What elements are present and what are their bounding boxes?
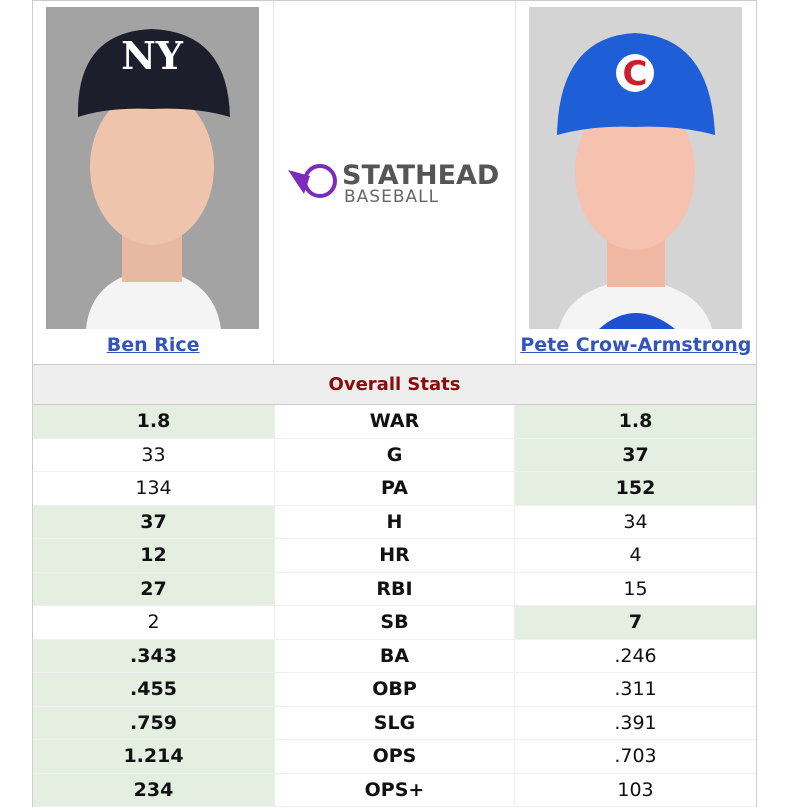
logo-column: STATHEAD BASEBALL — [273, 1, 514, 364]
right-value: .703 — [515, 740, 756, 774]
svg-text:NY: NY — [121, 33, 184, 78]
stat-name: PA — [274, 472, 515, 506]
left-value: 12 — [33, 539, 274, 573]
left-value: 1.214 — [33, 740, 274, 774]
stat-name: HR — [274, 539, 515, 573]
left-value: 1.8 — [33, 405, 274, 439]
player-right: C Pete Crow-Armstrong — [515, 1, 756, 364]
right-value: 7 — [515, 606, 756, 640]
stat-name: OBP — [274, 673, 515, 707]
player-photo: NY — [46, 7, 259, 329]
stathead-logo: STATHEAD BASEBALL — [286, 156, 506, 206]
left-value: .759 — [33, 707, 274, 741]
stat-name: RBI — [274, 573, 515, 607]
right-value: .311 — [515, 673, 756, 707]
right-value: 37 — [515, 439, 756, 473]
player-left: NY Ben Rice — [33, 1, 273, 364]
right-value: 1.8 — [515, 405, 756, 439]
right-value: 34 — [515, 506, 756, 540]
left-value: .343 — [33, 640, 274, 674]
left-value: 33 — [33, 439, 274, 473]
right-value: .246 — [515, 640, 756, 674]
logo-sport: BASEBALL — [344, 187, 439, 206]
stat-name: WAR — [274, 405, 515, 439]
player-name[interactable]: Ben Rice — [33, 334, 273, 356]
left-value: 134 — [33, 472, 274, 506]
stat-name: OPS — [274, 740, 515, 774]
stat-name: H — [274, 506, 515, 540]
right-value: 4 — [515, 539, 756, 573]
stat-name: SB — [274, 606, 515, 640]
right-value: .391 — [515, 707, 756, 741]
stat-name: SLG — [274, 707, 515, 741]
svg-text:C: C — [622, 54, 647, 94]
left-value: 2 — [33, 606, 274, 640]
player-name[interactable]: Pete Crow-Armstrong — [516, 334, 756, 356]
left-value: 27 — [33, 573, 274, 607]
left-value: .455 — [33, 673, 274, 707]
section-title: Overall Stats — [33, 365, 756, 405]
stat-name: G — [274, 439, 515, 473]
right-value: 15 — [515, 573, 756, 607]
comparison-table: NY Ben Rice STATHEAD BASEBALL C — [32, 0, 757, 807]
player-header: NY Ben Rice STATHEAD BASEBALL C — [33, 0, 756, 365]
stat-name: OPS+ — [274, 774, 515, 807]
player-photo: C — [529, 7, 742, 329]
right-value: 103 — [515, 774, 756, 807]
stat-name: BA — [274, 640, 515, 674]
right-value: 152 — [515, 472, 756, 506]
left-value: 234 — [33, 774, 274, 807]
left-value: 37 — [33, 506, 274, 540]
